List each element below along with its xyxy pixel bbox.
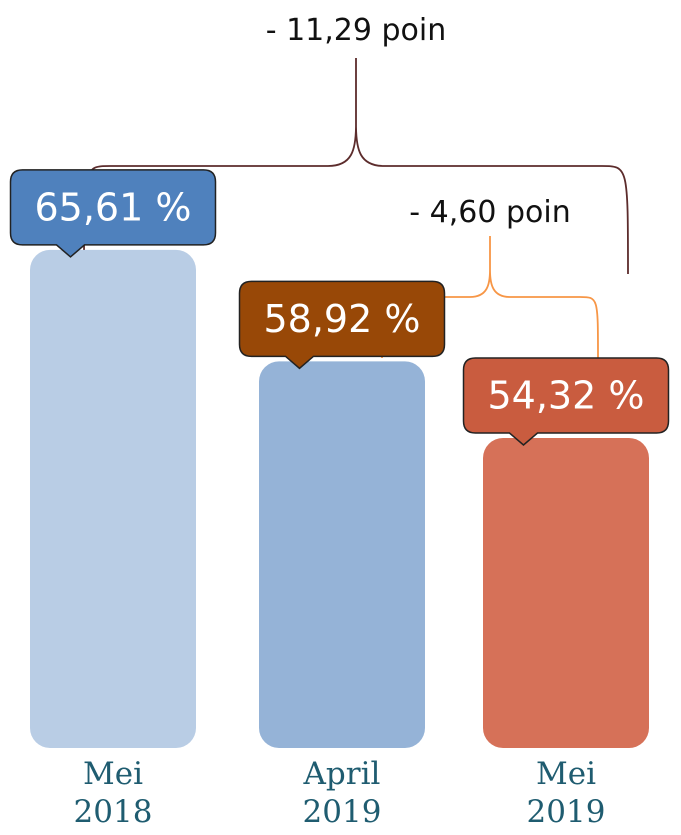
difference-bracket-1: - 11,29 poin	[83, 13, 629, 275]
category-label: April 2019	[303, 756, 382, 830]
category-label: Mei 2019	[527, 756, 606, 830]
category-labels: Mei 2018 April 2019 Mei 2019	[74, 756, 606, 830]
value-callout-3: 54,32 %	[462, 357, 670, 446]
bar-3	[483, 438, 649, 748]
category-label: Mei 2018	[74, 756, 153, 830]
bar-2	[259, 361, 425, 748]
value-label: 58,92 %	[264, 297, 421, 341]
difference-label: - 11,29 poin	[266, 13, 447, 48]
value-callout-2: 58,92 %	[238, 280, 446, 370]
value-callout-1: 65,61 %	[9, 169, 217, 258]
callout-box	[238, 280, 446, 370]
bars	[30, 249, 649, 748]
value-callouts: 65,61 % 58,92 % 54,32 %	[9, 169, 670, 446]
callout-box	[462, 357, 670, 446]
value-label: 54,32 %	[488, 374, 645, 418]
bar-1	[30, 249, 196, 748]
difference-label: - 4,60 poin	[409, 195, 570, 230]
value-label: 65,61 %	[35, 185, 192, 229]
callout-box	[9, 169, 217, 258]
